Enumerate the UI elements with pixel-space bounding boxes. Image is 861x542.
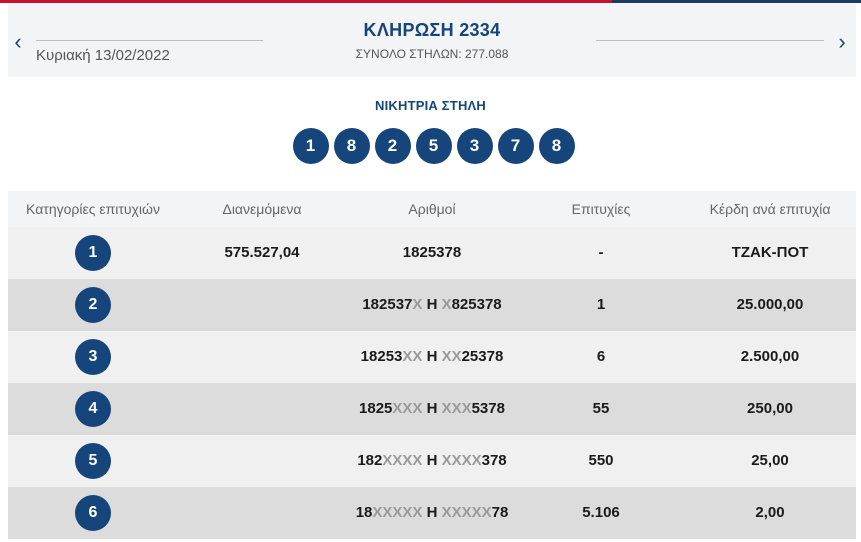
category-cell: 1 <box>8 227 178 279</box>
numbers-cell: 18253XX Η XX25378 <box>346 331 518 383</box>
category-ball: 5 <box>75 443 111 479</box>
category-cell: 3 <box>8 331 178 383</box>
winning-number-ball: 1 <box>292 128 329 164</box>
category-ball: 1 <box>75 235 111 271</box>
numbers-cell: 1825XXX Η XXX5378 <box>346 383 518 435</box>
masked-digits: XX <box>441 348 462 365</box>
winners-cell: 550 <box>588 452 614 469</box>
distributed-cell <box>178 331 346 383</box>
numbers-cell: 1825378 <box>346 227 518 279</box>
number-digits: 78 <box>491 504 509 521</box>
number-digits: Η <box>422 452 442 469</box>
column-header-numbers: Αριθμοί <box>408 201 456 217</box>
number-digits: 18 <box>355 504 373 521</box>
winners-cell: 6 <box>596 348 606 365</box>
number-digits: 18253 <box>360 348 403 365</box>
winning-number-ball: 5 <box>415 128 452 164</box>
number-digits: Η <box>422 348 442 365</box>
header-divider-right <box>596 40 824 41</box>
table-body: 1 575.527,04 1825378- ΤΖΑΚ-ΠΟΤ 2 182537X Η X8… <box>8 227 856 539</box>
number-digits: 1825378 <box>402 244 462 261</box>
column-header-distributed: Διανεμόμενα <box>222 201 302 217</box>
table-header: Κατηγορίες επιτυχιών Διανεμόμενα Αριθμοί… <box>8 191 856 227</box>
winners-cell: - <box>598 244 604 261</box>
category-ball: 6 <box>75 495 111 531</box>
category-cell: 5 <box>8 435 178 487</box>
total-columns: ΣΥΝΟΛΟ ΣΤΗΛΩΝ: 277.088 <box>355 47 509 61</box>
prize-cell: 25,00 <box>751 452 789 469</box>
prize-cell: 250,00 <box>747 400 793 417</box>
number-digits: 5378 <box>471 400 505 417</box>
draw-title: ΚΛΗΡΩΣΗ 2334 <box>363 20 501 40</box>
header-divider-left <box>36 40 263 41</box>
top-accent-line <box>0 0 861 3</box>
category-ball: 3 <box>75 339 111 375</box>
masked-digits: X <box>412 296 423 313</box>
winners-cell: 1 <box>596 296 606 313</box>
masked-digits: XXXX <box>441 452 482 469</box>
numbers-cell: 182XXXX Η XXXX378 <box>346 435 518 487</box>
category-ball: 4 <box>75 391 111 427</box>
table-row: 1 575.527,04 1825378 - ΤΖΑΚ-ΠΟΤ <box>8 227 856 279</box>
draw-header: ‹ Κυριακή 13/02/2022 ΚΛΗΡΩΣΗ 2334 ΣΥΝΟΛΟ… <box>8 3 856 77</box>
prize-cell: 2,00 <box>755 504 785 521</box>
numbers-cell: 182537X Η X825378 <box>346 279 518 331</box>
draw-date: Κυριακή 13/02/2022 <box>36 47 170 64</box>
number-digits: Η <box>422 400 442 417</box>
masked-digits: XXX <box>441 400 472 417</box>
masked-digits: XX <box>402 348 423 365</box>
table-row: 4 1825XXX Η XXX5378 55 250,00 <box>8 383 856 435</box>
masked-digits: XXXXX <box>441 504 492 521</box>
category-cell: 4 <box>8 383 178 435</box>
winning-number-ball: 8 <box>538 128 575 164</box>
masked-digits: XXXX <box>382 452 423 469</box>
winners-cell: 55 <box>592 400 610 417</box>
masked-digits: XXX <box>392 400 423 417</box>
top-accent-red <box>0 0 612 3</box>
prize-cell: 25.000,00 <box>736 296 804 313</box>
prize-cell: 2.500,00 <box>740 348 800 365</box>
top-accent-navy <box>612 0 861 3</box>
distributed-cell <box>178 435 346 487</box>
masked-digits: XXXXX <box>372 504 423 521</box>
number-digits: 25378 <box>461 348 504 365</box>
category-cell: 2 <box>8 279 178 331</box>
numbers-cell: 18XXXXX Η XXXXX78 <box>346 487 518 539</box>
previous-draw-chevron-left-icon[interactable]: ‹ <box>14 29 22 54</box>
column-header-prize: Κέρδη ανά επιτυχία <box>709 201 831 217</box>
number-digits: 182 <box>357 452 383 469</box>
winning-column-label: ΝΙΚΗΤΡΙΑ ΣΤΗΛΗ <box>375 98 486 113</box>
masked-digits: X <box>441 296 452 313</box>
winning-number-ball: 7 <box>497 128 534 164</box>
number-digits: 378 <box>481 452 507 469</box>
table-row: 3 18253XX Η XX25378 6 2.500,00 <box>8 331 856 383</box>
distributed-cell: 575.527,04 <box>224 244 300 261</box>
results-table: Κατηγορίες επιτυχιών Διανεμόμενα Αριθμοί… <box>8 191 856 539</box>
number-digits: Η <box>422 296 442 313</box>
number-digits: 182537 <box>362 296 413 313</box>
distributed-cell <box>178 383 346 435</box>
distributed-cell <box>178 279 346 331</box>
category-cell: 6 <box>8 487 178 539</box>
winners-cell: 5.106 <box>582 504 620 521</box>
distributed-cell <box>178 487 346 539</box>
table-row: 6 18XXXXX Η XXXXX78 5.106 2,00 <box>8 487 856 539</box>
prize-cell: ΤΖΑΚ-ΠΟΤ <box>731 244 809 261</box>
winning-number-ball: 8 <box>333 128 370 164</box>
number-digits: 825378 <box>451 296 502 313</box>
category-ball: 2 <box>75 287 111 323</box>
number-digits: 1825 <box>359 400 393 417</box>
next-draw-chevron-right-icon[interactable]: › <box>838 29 846 54</box>
column-header-categories: Κατηγορίες επιτυχιών <box>26 201 160 217</box>
winning-number-ball: 2 <box>374 128 411 164</box>
column-header-winners: Επιτυχίες <box>571 201 631 217</box>
number-digits: Η <box>422 504 442 521</box>
table-row: 2 182537X Η X825378 1 25.000,00 <box>8 279 856 331</box>
table-row: 5 182XXXX Η XXXX378 550 25,00 <box>8 435 856 487</box>
winning-number-ball: 3 <box>456 128 493 164</box>
